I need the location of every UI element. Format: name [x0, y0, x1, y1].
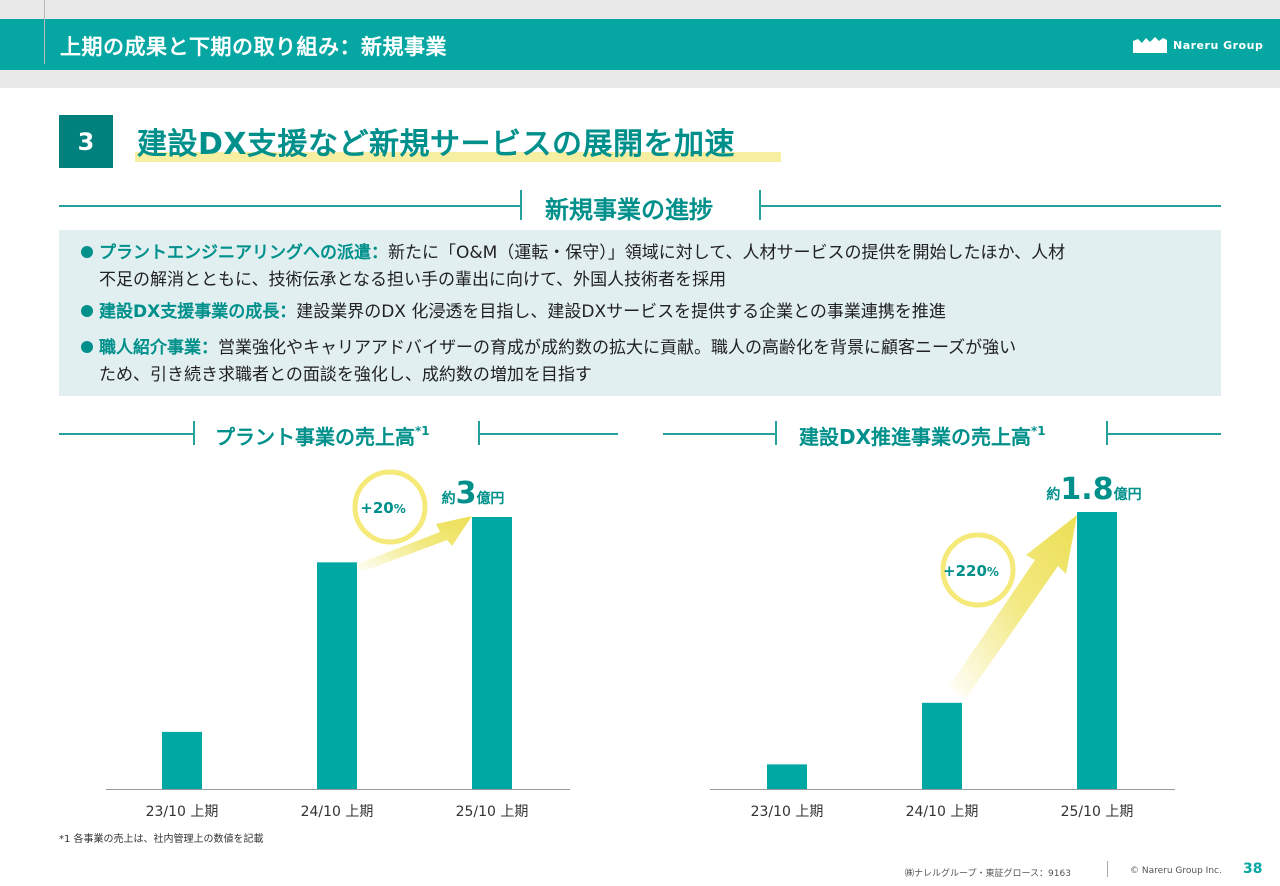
progress-rule-left	[59, 205, 522, 207]
bar	[1077, 512, 1117, 789]
growth-label: +20%	[360, 499, 405, 517]
page-number: 38	[1243, 861, 1263, 877]
bar	[922, 702, 962, 789]
chart1-rule-left	[59, 433, 195, 435]
chart1-rule-right	[478, 433, 618, 435]
chart2-title-note: *1	[1031, 424, 1046, 438]
chart1-rule-tick-left	[193, 421, 195, 445]
logo-mark-icon	[1133, 37, 1167, 53]
page-title: 上期の成果と下期の取り組み：新規事業	[60, 35, 447, 59]
bullet-text: 新たに「O&M（運転・保守）」領域に対して、人材サービスの提供を開始したほか、人…	[388, 243, 1066, 263]
chart1-title-note: *1	[415, 424, 430, 438]
chart2-title: 建設DX推進事業の売上高*1	[799, 421, 1046, 450]
bullet-item: 職人紹介事業：営業強化やキャリアアドバイザーの育成が成約数の拡大に貢献。職人の高…	[81, 335, 1191, 389]
bullet-dot-icon	[81, 341, 93, 353]
bullet-dot-icon	[81, 305, 93, 317]
x-tick-label: 24/10 上期	[301, 804, 374, 820]
growth-unit: %	[394, 502, 406, 516]
growth-label: +220%	[943, 562, 999, 580]
bullet-lead: 建設DX支援事業の成長：	[99, 302, 297, 322]
growth-circle	[940, 532, 1016, 608]
chart1-title-text: プラント事業の売上高	[215, 425, 415, 449]
chart2-rule-left	[663, 433, 777, 435]
footnote: *1 各事業の売上は、社内管理上の数値を記載	[59, 834, 264, 845]
bullet-item: 建設DX支援事業の成長：建設業界のDX 化浸透を目指し、建設DXサービスを提供す…	[81, 299, 1191, 326]
section-heading: 建設DX支援など新規サービスの展開を加速	[137, 127, 736, 162]
x-tick-label: 23/10 上期	[751, 804, 824, 820]
growth-circle	[352, 469, 428, 545]
chart2-title-text: 建設DX推進事業の売上高	[799, 425, 1032, 449]
growth-number: +220	[943, 562, 987, 580]
value-label: 約1.8億円	[1046, 472, 1141, 507]
bar	[317, 562, 357, 789]
header-divider	[44, 0, 45, 64]
x-tick-label: 24/10 上期	[906, 804, 979, 820]
value-prefix: 約	[442, 490, 456, 507]
company-logo: Nareru Group	[1133, 35, 1263, 55]
growth-unit: %	[987, 565, 999, 579]
header-bar	[0, 19, 1280, 70]
progress-box	[59, 230, 1221, 396]
bullet-dot-icon	[81, 246, 93, 258]
progress-title: 新規事業の進捗	[545, 196, 713, 224]
x-tick-label: 23/10 上期	[146, 804, 219, 820]
growth-number: +20	[360, 499, 393, 517]
bullet-lead: 職人紹介事業：	[99, 338, 218, 358]
growth-arrow	[948, 515, 1077, 698]
section-number: 3	[59, 115, 113, 168]
value-prefix: 約	[1046, 486, 1060, 503]
x-tick-label: 25/10 上期	[1061, 804, 1134, 820]
bullet-text-continued: 不足の解消とともに、技術伝承となる担い手の輩出に向けて、外国人技術者を採用	[99, 270, 727, 290]
footer-divider	[1107, 861, 1108, 877]
chart1-title: プラント事業の売上高*1	[215, 421, 430, 450]
progress-rule-tick-left	[520, 190, 522, 220]
bar	[472, 517, 512, 789]
logo-text: Nareru Group	[1173, 38, 1264, 52]
x-tick-label: 25/10 上期	[456, 804, 529, 820]
progress-rule-right	[759, 205, 1221, 207]
bar	[162, 731, 202, 789]
heading-highlight	[135, 152, 781, 162]
bar	[767, 764, 807, 789]
chart2-rule-tick-left	[775, 421, 777, 445]
footer-copyright: © Nareru Group Inc.	[1130, 866, 1222, 876]
value-number: 1.8	[1060, 472, 1113, 507]
bullet-item: プラントエンジニアリングへの派遣：新たに「O&M（運転・保守）」領域に対して、人…	[81, 240, 1191, 294]
value-number: 3	[456, 476, 477, 511]
value-label: 約3億円	[442, 476, 505, 511]
bullet-lead: プラントエンジニアリングへの派遣：	[99, 243, 388, 263]
value-unit: 億円	[1114, 486, 1142, 503]
growth-arrow	[355, 516, 472, 572]
chart-1: 23/10 上期 24/10 上期 25/10 上期 +20% 約3億円	[106, 469, 570, 820]
bullet-text: 建設業界のDX 化浸透を目指し、建設DXサービスを提供する企業との事業連携を推進	[296, 302, 946, 322]
chart2-rule-right	[1106, 433, 1221, 435]
bullet-text-continued: ため、引き続き求職者との面談を強化し、成約数の増加を目指す	[99, 365, 592, 385]
footer-company: ㈱ナレルグループ・東証グロース：9163	[905, 869, 1071, 879]
bullet-text: 営業強化やキャリアアドバイザーの育成が成約数の拡大に貢献。職人の高齢化を背景に顧…	[218, 338, 1017, 358]
value-unit: 億円	[476, 490, 504, 507]
chart-2: 23/10 上期 24/10 上期 25/10 上期 +220% 約1.8億円	[710, 472, 1175, 820]
